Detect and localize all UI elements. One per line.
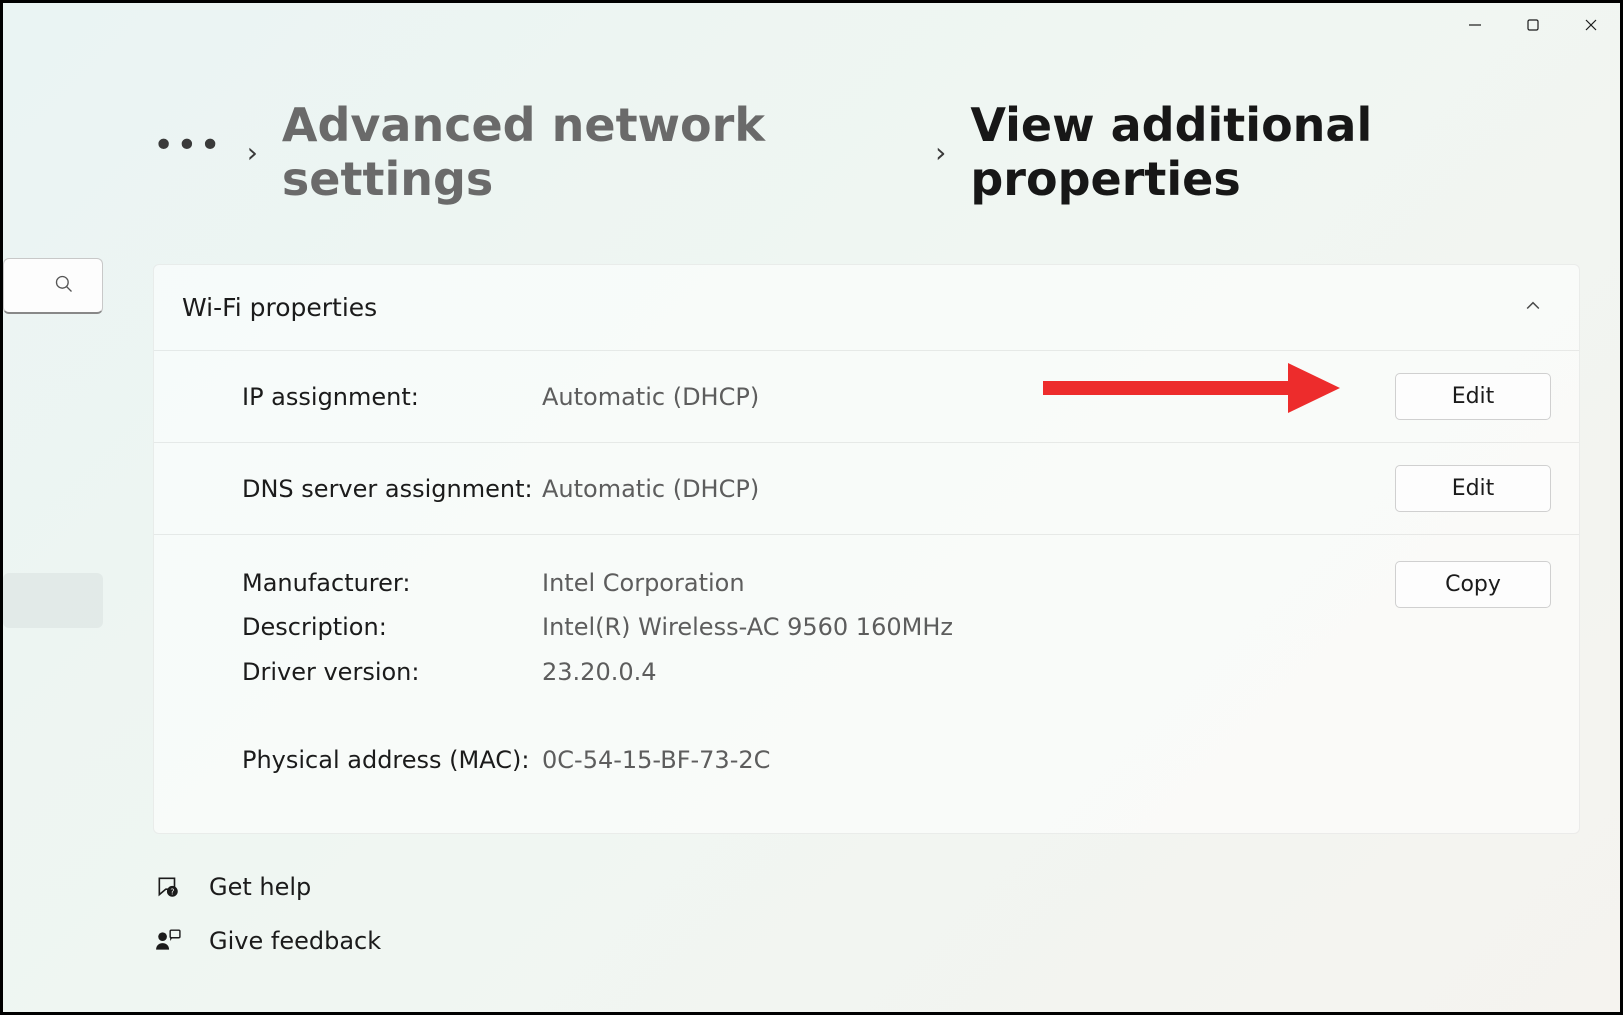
ip-edit-button[interactable]: Edit: [1395, 373, 1551, 420]
dns-assignment-value: Automatic (DHCP): [542, 475, 1395, 503]
driver-version-value: 23.20.0.4: [542, 650, 1395, 694]
get-help-label: Get help: [209, 873, 311, 901]
page-title: View additional properties: [970, 98, 1580, 206]
search-icon: [54, 274, 74, 298]
breadcrumb-parent[interactable]: Advanced network settings: [282, 98, 911, 206]
give-feedback-link[interactable]: Give feedback: [153, 927, 381, 955]
search-input[interactable]: [3, 258, 103, 314]
help-icon: ?: [153, 874, 183, 900]
feedback-icon: [153, 928, 183, 954]
sidebar-item-active[interactable]: [3, 573, 103, 628]
manufacturer-value: Intel Corporation: [542, 561, 1395, 605]
manufacturer-label: Manufacturer:: [242, 561, 542, 605]
breadcrumb: ••• › Advanced network settings › View a…: [153, 98, 1580, 206]
dns-assignment-row: DNS server assignment: Automatic (DHCP) …: [154, 443, 1579, 535]
card-header[interactable]: Wi-Fi properties: [154, 265, 1579, 351]
close-button[interactable]: [1562, 3, 1620, 47]
minimize-button[interactable]: [1446, 3, 1504, 47]
footer-links: ? Get help Give feedback: [153, 873, 381, 955]
card-title: Wi-Fi properties: [182, 293, 377, 322]
window-controls: [1446, 3, 1620, 47]
description-value: Intel(R) Wireless-AC 9560 160MHz: [542, 605, 1395, 649]
chevron-right-icon: ›: [935, 136, 946, 169]
svg-text:?: ?: [170, 888, 174, 897]
breadcrumb-overflow[interactable]: •••: [153, 128, 223, 176]
dns-edit-button[interactable]: Edit: [1395, 465, 1551, 512]
adapter-details: Manufacturer: Description: Driver versio…: [154, 535, 1579, 833]
description-label: Description:: [242, 605, 542, 649]
mac-value: 0C-54-15-BF-73-2C: [542, 738, 1395, 782]
chevron-right-icon: ›: [247, 136, 258, 169]
mac-label: Physical address (MAC):: [242, 738, 542, 782]
ip-assignment-value: Automatic (DHCP): [542, 383, 1395, 411]
copy-button[interactable]: Copy: [1395, 561, 1551, 608]
get-help-link[interactable]: ? Get help: [153, 873, 381, 901]
ip-assignment-label: IP assignment:: [242, 383, 542, 411]
ip-assignment-row: IP assignment: Automatic (DHCP) Edit: [154, 351, 1579, 443]
give-feedback-label: Give feedback: [209, 927, 381, 955]
maximize-button[interactable]: [1504, 3, 1562, 47]
chevron-up-icon: [1523, 296, 1543, 320]
driver-version-label: Driver version:: [242, 650, 542, 694]
dns-assignment-label: DNS server assignment:: [242, 475, 542, 503]
wifi-properties-card: Wi-Fi properties IP assignment: Automati…: [153, 264, 1580, 834]
